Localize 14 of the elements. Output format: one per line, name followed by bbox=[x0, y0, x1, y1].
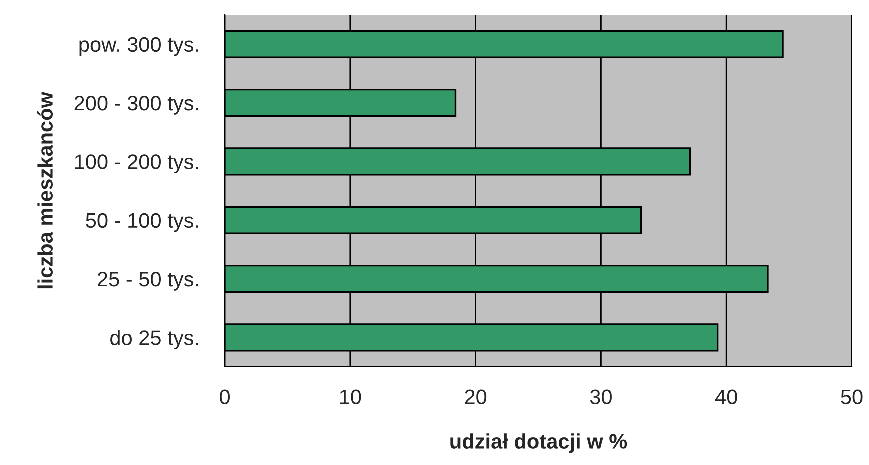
y-tick-label: 25 - 50 tys. bbox=[98, 272, 198, 291]
x-tick-label: 30 bbox=[590, 390, 612, 405]
x-tick-label: 10 bbox=[340, 390, 362, 405]
x-tick-label: 20 bbox=[465, 390, 487, 405]
y-tick-label: 200 - 300 tys. bbox=[74, 96, 198, 115]
x-tick-label: 50 bbox=[841, 390, 863, 405]
y-tick-label: 100 - 200 tys. bbox=[75, 154, 198, 174]
y-axis-title: liczba mieszkanców bbox=[38, 92, 53, 289]
y-tick-label: pow. 300 tys. bbox=[80, 37, 198, 56]
x-tick-label: 40 bbox=[715, 390, 738, 405]
y-tick-label: do 25 tys. bbox=[110, 330, 198, 350]
x-tick-label: 0 bbox=[220, 390, 230, 405]
y-tick-label: 50 - 100 tys. bbox=[86, 213, 198, 232]
x-axis-title: udział dotacji w % bbox=[450, 434, 628, 454]
